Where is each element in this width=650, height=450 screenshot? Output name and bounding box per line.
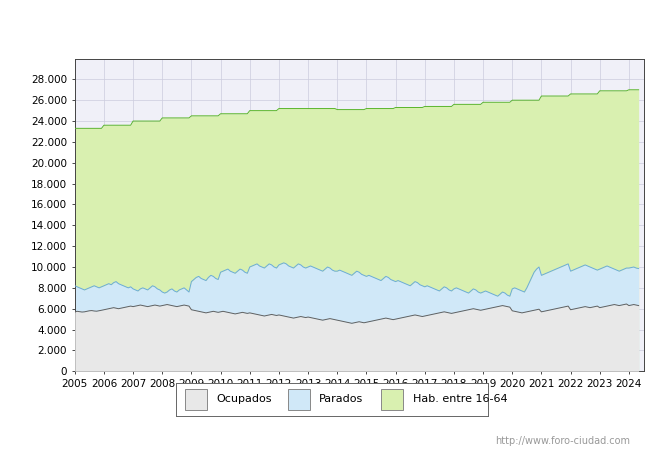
FancyBboxPatch shape (185, 389, 207, 410)
FancyBboxPatch shape (382, 389, 403, 410)
Text: http://www.foro-ciudad.com: http://www.foro-ciudad.com (495, 436, 630, 446)
Text: Ocupados: Ocupados (216, 394, 272, 405)
Text: Hab. entre 16-64: Hab. entre 16-64 (413, 394, 507, 405)
Text: Parados: Parados (319, 394, 363, 405)
Text: FORO-CIUDAD.COM: FORO-CIUDAD.COM (223, 228, 495, 252)
FancyBboxPatch shape (288, 389, 309, 410)
Text: Arucas - Evolucion de la poblacion en edad de Trabajar Mayo de 2024: Arucas - Evolucion de la poblacion en ed… (58, 17, 592, 32)
